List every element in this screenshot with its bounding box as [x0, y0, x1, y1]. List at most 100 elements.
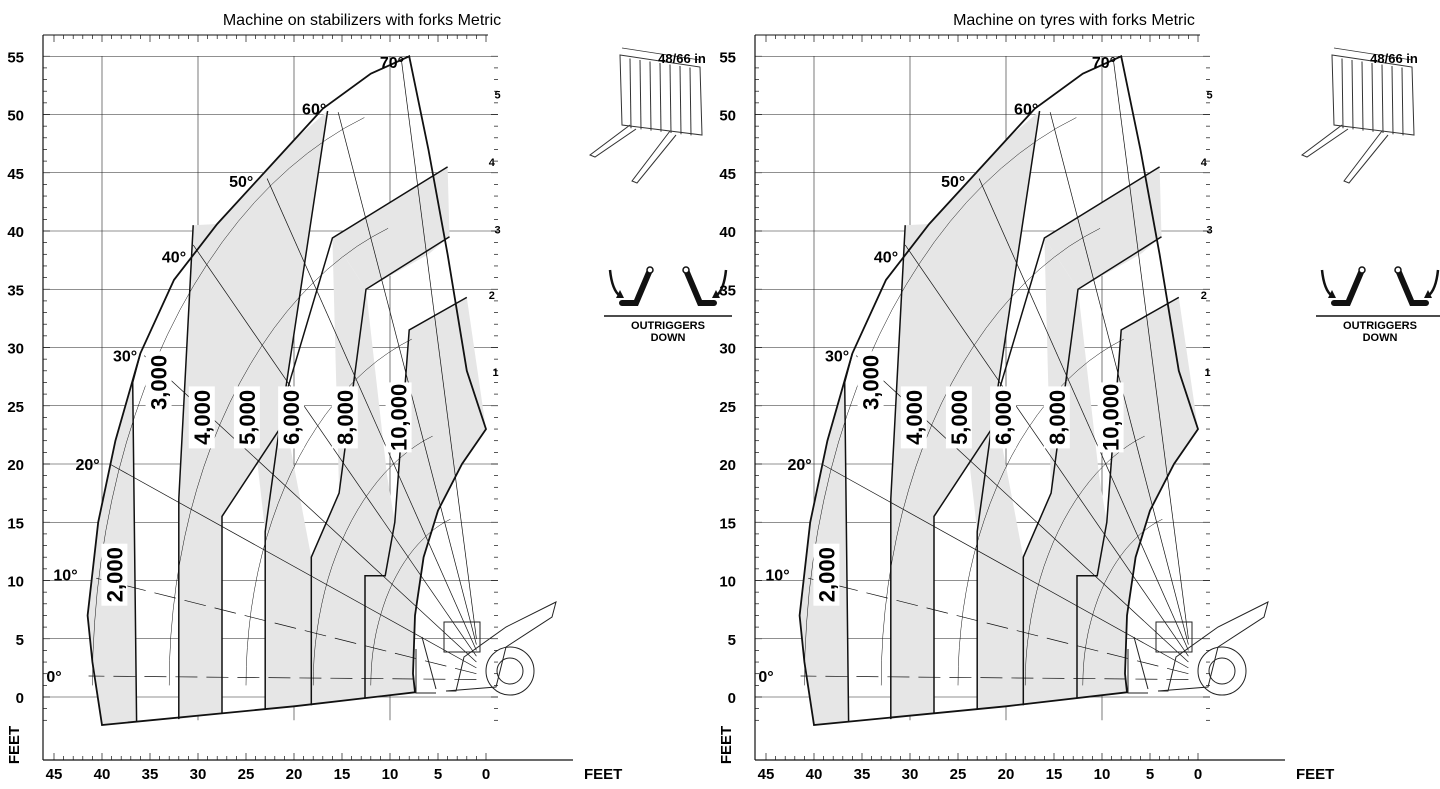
load-zone-label: 5,000: [233, 386, 260, 449]
carriage-bar: [1361, 61, 1364, 131]
x-tick-label: 45: [758, 766, 775, 783]
carriage-frame: [619, 54, 703, 136]
stabilizer-leg: [1133, 636, 1149, 690]
carriage-bar: [679, 65, 682, 135]
extension-mark: 5: [494, 90, 500, 102]
front-wheel: [1197, 646, 1247, 696]
angle-label: 50°: [941, 174, 965, 191]
cab-outline: [1155, 621, 1193, 653]
x-tick-label: 40: [94, 766, 111, 783]
angle-label: 0°: [758, 669, 773, 686]
zone-divider-2: [178, 225, 194, 720]
load-zone-label-bg: [1043, 386, 1070, 449]
angle-label: 20°: [787, 457, 811, 474]
x-tick-label: 0: [1194, 766, 1202, 783]
y-tick-label: 50: [719, 108, 736, 125]
load-envelope: [86, 55, 487, 726]
attachment-width-label: 48/66 in: [1370, 51, 1418, 66]
carriage-bar: [1391, 65, 1394, 135]
load-zone-fill-1: [87, 353, 141, 725]
angle-label: 60°: [302, 102, 326, 119]
zone-divider-5: [310, 236, 450, 706]
y-tick-label: 15: [719, 515, 736, 532]
left-outrigger-pivot: [1358, 266, 1366, 274]
load-zone-label-bg: [331, 386, 358, 449]
x-tick-label: 25: [950, 766, 967, 783]
left-outrigger-arm: [619, 267, 653, 306]
x-tick-label: 20: [286, 766, 303, 783]
load-zone-fill-4: [311, 238, 395, 706]
load-zone-fill-3: [222, 236, 312, 710]
load-envelope: [798, 55, 1199, 726]
y-tick-label: 5: [16, 632, 24, 649]
outrigger-label-line1: OUTRIGGERS: [631, 320, 705, 332]
angle-label: 10°: [765, 568, 789, 585]
x-axis-unit: FEET: [1296, 766, 1334, 783]
right-down-arrow-head: [712, 290, 720, 298]
left-down-arrow-head: [616, 290, 624, 298]
right-outrigger-arm: [683, 267, 717, 306]
load-zone-label: 6,000: [990, 386, 1017, 449]
y-tick-label: 45: [7, 166, 24, 183]
front-wheel-hub: [1208, 657, 1236, 685]
load-zone-label-bg: [145, 351, 172, 414]
load-zone-value: 6,000: [279, 390, 304, 445]
y-tick-label: 0: [728, 690, 736, 707]
right-outrigger-pivot: [1394, 266, 1402, 274]
zone-divider-1: [131, 353, 142, 722]
ext-arc-4: [168, 228, 389, 686]
fork-left: [1300, 124, 1349, 158]
x-tick-label: 15: [334, 766, 351, 783]
angle-label: 30°: [825, 349, 849, 366]
load-zone-label: 10,000: [1097, 382, 1124, 453]
width-dimension-line: [621, 47, 701, 61]
ext-arc-2: [1024, 435, 1145, 686]
load-zone-label-bg: [385, 382, 412, 453]
front-wheel: [485, 646, 535, 696]
carriage-frame: [1331, 54, 1415, 136]
zone-divider-5: [1022, 236, 1162, 706]
boom-angle-line-70: [1113, 60, 1189, 639]
x-tick-label: 30: [902, 766, 919, 783]
carriage-bar: [1381, 64, 1384, 134]
outrigger-label-line1: OUTRIGGERS: [1343, 320, 1417, 332]
load-chart-panel-1: Machine on stabilizers with forks Metric…: [6, 12, 732, 783]
y-tick-label: 5: [728, 632, 736, 649]
load-zone-value: 8,000: [1045, 390, 1070, 445]
zone-divider-6: [1076, 296, 1180, 699]
load-zone-fill-3: [934, 236, 1024, 710]
boom-angle-line-10: [808, 577, 1189, 675]
carriage-bar: [629, 58, 632, 129]
load-zone-fill-6: [1077, 297, 1198, 699]
y-tick-label: 45: [719, 166, 736, 183]
x-tick-label: 5: [434, 766, 442, 783]
y-tick-label: 55: [719, 49, 736, 66]
load-zone-label-bg: [101, 543, 128, 606]
load-zone-fill-5: [332, 166, 450, 290]
ext-arc-1: [370, 518, 451, 686]
y-tick-label: 20: [719, 457, 736, 474]
y-tick-label: 35: [719, 282, 736, 299]
load-zone-label: 2,000: [101, 543, 128, 606]
zone-divider-6: [364, 296, 468, 699]
x-tick-label: 20: [998, 766, 1015, 783]
carriage-bar: [1341, 58, 1344, 129]
boom-angle-line-10: [96, 577, 477, 675]
carriage-bar: [669, 64, 672, 134]
load-zone-label: 3,000: [145, 351, 172, 414]
carriage-bar: [1401, 67, 1404, 136]
left-down-arrow: [608, 269, 621, 297]
load-zone-label-bg: [945, 386, 972, 449]
fork-right: [1343, 130, 1389, 184]
y-tick-label: 25: [7, 399, 24, 416]
carriage-bar: [649, 61, 652, 131]
extension-mark: 2: [1201, 290, 1207, 302]
boom-angle-line-40: [904, 244, 1189, 657]
x-tick-label: 45: [46, 766, 63, 783]
x-tick-label: 10: [382, 766, 399, 783]
y-tick-label: 10: [719, 574, 736, 591]
fork-left: [588, 124, 637, 158]
ext-arc-2: [312, 435, 433, 686]
load-zone-fill-4: [1023, 238, 1107, 706]
